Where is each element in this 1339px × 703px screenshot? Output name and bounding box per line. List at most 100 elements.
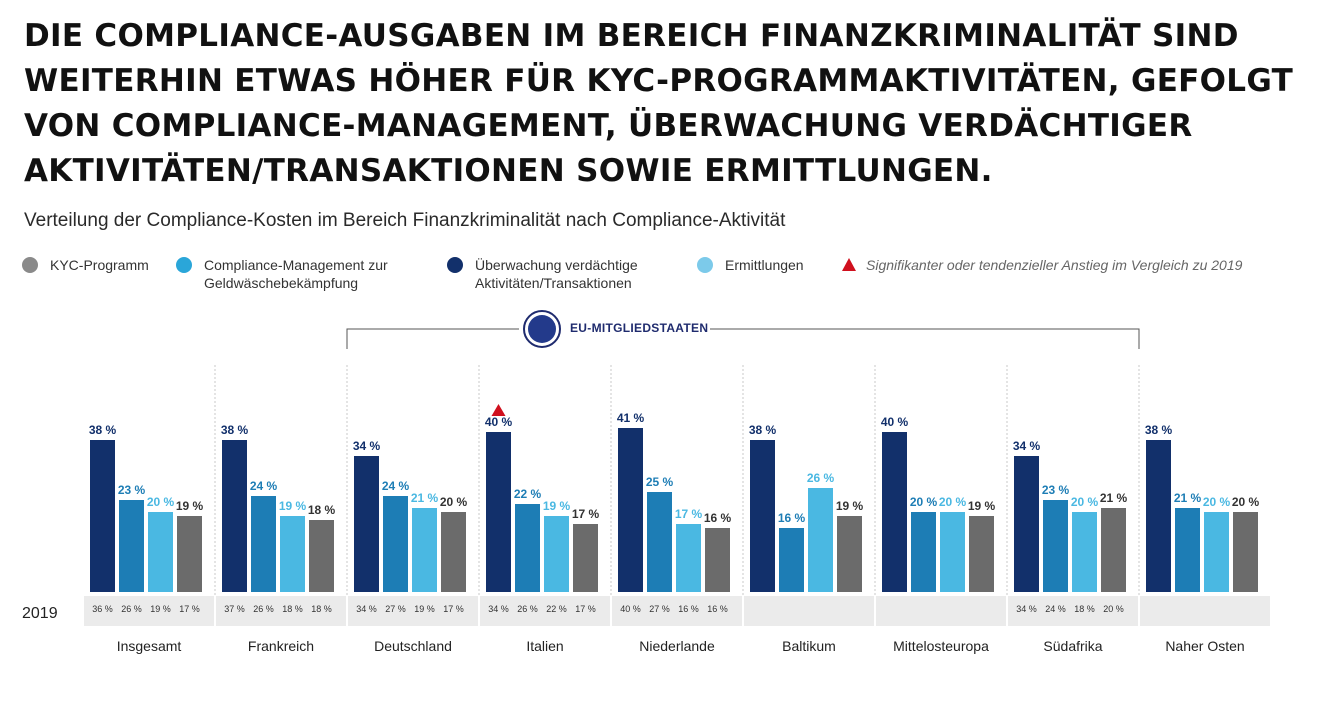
data-label-baltikum-3: 19 %: [836, 499, 864, 513]
data-label-mittelosteuropa-3: 19 %: [968, 499, 996, 513]
value-2019-italien-3: 17 %: [575, 604, 596, 614]
bar-deutschland-2: [412, 508, 437, 592]
value-2019-deutschland-2: 19 %: [414, 604, 435, 614]
chart-subtitle: Verteilung der Compliance-Kosten im Bere…: [24, 210, 786, 231]
data-label-niederlande-2: 17 %: [675, 507, 703, 521]
value-2019-niederlande-3: 16 %: [707, 604, 728, 614]
category-label-frankreich: Frankreich: [248, 638, 314, 654]
category-label-insgesamt: Insgesamt: [117, 638, 182, 654]
row-2019-bg-naher-osten: [1140, 596, 1270, 626]
bar-mittelosteuropa-0: [882, 432, 907, 592]
row-2019-bg-baltikum: [744, 596, 874, 626]
value-2019-frankreich-3: 18 %: [311, 604, 332, 614]
legend-dot-management-icon: [176, 257, 192, 273]
data-label-insgesamt-1: 23 %: [118, 483, 146, 497]
data-label-s-dafrika-1: 23 %: [1042, 483, 1070, 497]
row-2019-bg-deutschland: [348, 596, 478, 626]
legend-label-monitoring-line1: Überwachung verdächtige: [475, 257, 638, 273]
bar-frankreich-1: [251, 496, 276, 592]
bar-baltikum-3: [837, 516, 862, 592]
data-label-s-dafrika-2: 20 %: [1071, 495, 1099, 509]
legend-label-management-line2: Geldwäschebekämpfung: [204, 275, 359, 291]
data-label-insgesamt-0: 38 %: [89, 423, 117, 437]
bar-naher-osten-1: [1175, 508, 1200, 592]
headline: DIE COMPLIANCE-AUSGABEN IM BEREICH FINAN…: [24, 18, 1294, 189]
value-2019-deutschland-1: 27 %: [385, 604, 406, 614]
value-2019-s-dafrika-1: 24 %: [1045, 604, 1066, 614]
data-label-frankreich-2: 19 %: [279, 499, 307, 513]
legend-label-kyc: KYC-Programm: [50, 257, 149, 273]
bar-naher-osten-3: [1233, 512, 1258, 592]
data-label-mittelosteuropa-2: 20 %: [939, 495, 967, 509]
data-label-s-dafrika-0: 34 %: [1013, 439, 1041, 453]
data-label-frankreich-0: 38 %: [221, 423, 249, 437]
category-label-s-dafrika: Südafrika: [1043, 638, 1102, 654]
data-label-italien-3: 17 %: [572, 507, 600, 521]
bar-mittelosteuropa-1: [911, 512, 936, 592]
value-2019-insgesamt-3: 17 %: [179, 604, 200, 614]
category-label-mittelosteuropa: Mittelosteuropa: [893, 638, 989, 654]
bar-deutschland-1: [383, 496, 408, 592]
legend-label-management: Compliance-Management zur Geldwäschebekäm…: [204, 256, 388, 292]
bar-italien-2: [544, 516, 569, 592]
value-2019-italien-1: 26 %: [517, 604, 538, 614]
data-label-baltikum-0: 38 %: [749, 423, 777, 437]
data-label-insgesamt-2: 20 %: [147, 495, 175, 509]
bar-s-dafrika-1: [1043, 500, 1068, 592]
legend-dot-monitoring-icon: [447, 257, 463, 273]
row-2019-bg-niederlande: [612, 596, 742, 626]
data-label-mittelosteuropa-1: 20 %: [910, 495, 938, 509]
bar-baltikum-0: [750, 440, 775, 592]
increase-marker-italien: [491, 404, 506, 416]
eu-group-label: EU-MITGLIEDSTAATEN: [570, 321, 709, 335]
value-2019-s-dafrika-3: 20 %: [1103, 604, 1124, 614]
data-label-deutschland-0: 34 %: [353, 439, 381, 453]
eu-flag-icon: [523, 310, 561, 348]
category-label-baltikum: Baltikum: [782, 638, 836, 654]
data-label-italien-1: 22 %: [514, 487, 542, 501]
bar-niederlande-0: [618, 428, 643, 592]
bar-frankreich-3: [309, 520, 334, 592]
bar-niederlande-1: [647, 492, 672, 592]
data-label-niederlande-3: 16 %: [704, 511, 732, 525]
data-label-frankreich-3: 18 %: [308, 503, 336, 517]
value-2019-italien-2: 22 %: [546, 604, 567, 614]
value-2019-frankreich-0: 37 %: [224, 604, 245, 614]
bar-baltikum-1: [779, 528, 804, 592]
data-label-baltikum-2: 26 %: [807, 471, 835, 485]
data-label-deutschland-1: 24 %: [382, 479, 410, 493]
data-label-italien-2: 19 %: [543, 499, 571, 513]
row-2019-bg-s-dafrika: [1008, 596, 1138, 626]
bar-mittelosteuropa-3: [969, 516, 994, 592]
bar-mittelosteuropa-2: [940, 512, 965, 592]
row-2019-label: 2019: [22, 605, 58, 622]
value-2019-insgesamt-2: 19 %: [150, 604, 171, 614]
row-2019-bg-mittelosteuropa: [876, 596, 1006, 626]
row-2019-bg-insgesamt: [84, 596, 214, 626]
bar-frankreich-0: [222, 440, 247, 592]
value-2019-niederlande-0: 40 %: [620, 604, 641, 614]
legend-label-investigations: Ermittlungen: [725, 257, 804, 273]
legend-dot-investigations-icon: [697, 257, 713, 273]
data-label-deutschland-2: 21 %: [411, 491, 439, 505]
bar-niederlande-2: [676, 524, 701, 592]
bar-naher-osten-0: [1146, 440, 1171, 592]
data-label-insgesamt-3: 19 %: [176, 499, 204, 513]
value-2019-s-dafrika-2: 18 %: [1074, 604, 1095, 614]
data-label-baltikum-1: 16 %: [778, 511, 806, 525]
data-label-naher-osten-0: 38 %: [1145, 423, 1173, 437]
data-label-naher-osten-2: 20 %: [1203, 495, 1231, 509]
value-2019-deutschland-0: 34 %: [356, 604, 377, 614]
value-2019-insgesamt-0: 36 %: [92, 604, 113, 614]
value-2019-italien-0: 34 %: [488, 604, 509, 614]
value-2019-niederlande-1: 27 %: [649, 604, 670, 614]
value-2019-frankreich-2: 18 %: [282, 604, 303, 614]
data-label-mittelosteuropa-0: 40 %: [881, 415, 909, 429]
category-label-italien: Italien: [526, 638, 563, 654]
bar-italien-3: [573, 524, 598, 592]
bar-baltikum-2: [808, 488, 833, 592]
data-label-s-dafrika-3: 21 %: [1100, 491, 1128, 505]
bar-italien-1: [515, 504, 540, 592]
bar-italien-0: [486, 432, 511, 592]
